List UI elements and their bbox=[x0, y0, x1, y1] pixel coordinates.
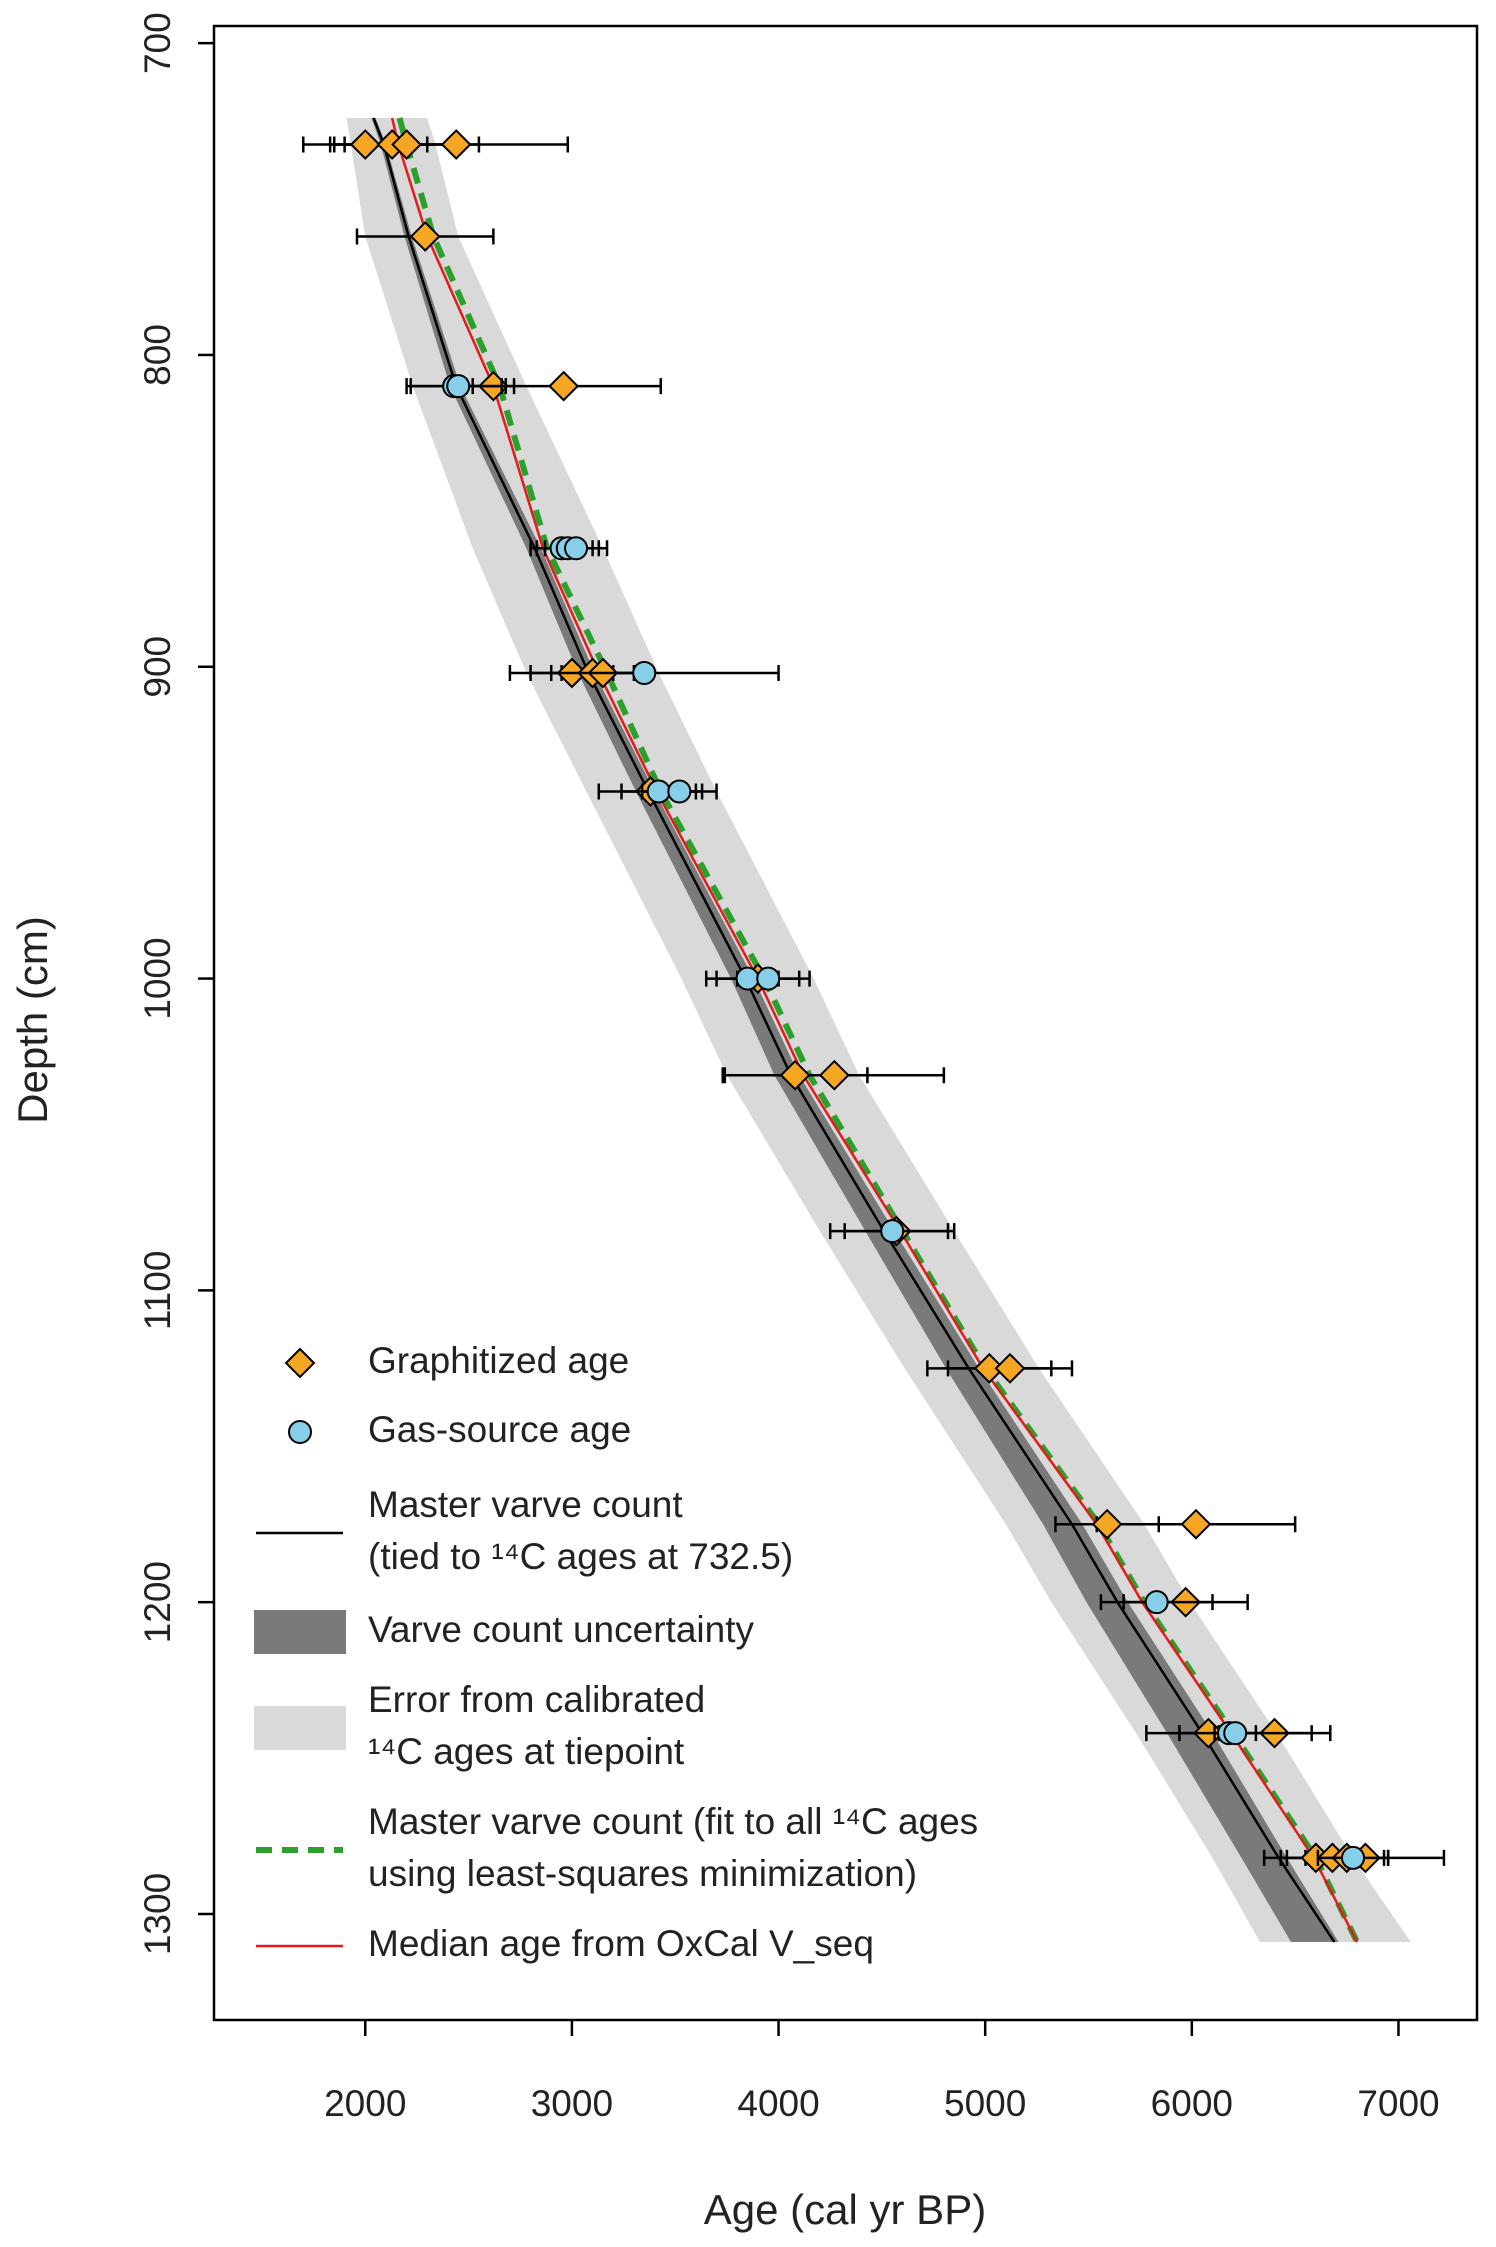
gas-source-point bbox=[756, 966, 781, 991]
gas-source-point bbox=[667, 779, 692, 804]
graphitized-point bbox=[409, 221, 441, 252]
legend-symbol bbox=[284, 1347, 316, 1379]
series-line bbox=[390, 117, 1359, 1943]
series-points bbox=[405, 374, 1390, 1870]
graphitized-point bbox=[349, 129, 381, 160]
y-tick-label: 1000 bbox=[137, 937, 178, 1019]
legend: Graphitized age Gas-source age Master varv… bbox=[254, 1340, 978, 1964]
legend-symbol bbox=[254, 1706, 346, 1750]
gas-source-point bbox=[632, 660, 657, 685]
legend-label: Master varve count bbox=[368, 1484, 683, 1525]
gas-source-point bbox=[1341, 1845, 1366, 1870]
graphitized-point bbox=[973, 1352, 1005, 1384]
plot-area bbox=[302, 117, 1446, 1944]
graphitized-point bbox=[779, 1059, 811, 1091]
legend-label: Error from calibrated bbox=[368, 1679, 705, 1720]
gas-source-point bbox=[1223, 1721, 1248, 1746]
legend-label: Median age from OxCal V_seq bbox=[368, 1923, 874, 1964]
series-line bbox=[372, 117, 1336, 1943]
x-tick-label: 6000 bbox=[1151, 2083, 1233, 2124]
graphitized-point bbox=[391, 129, 423, 160]
x-axis-label: Age (cal yr BP) bbox=[704, 2186, 986, 2233]
x-tick-label: 2000 bbox=[324, 2083, 406, 2124]
gas-source-point bbox=[880, 1219, 905, 1244]
graphitized-point bbox=[1091, 1508, 1123, 1540]
x-tick-label: 3000 bbox=[531, 2083, 613, 2124]
legend-label: using least-squares minimization) bbox=[368, 1853, 917, 1894]
y-tick-label: 1300 bbox=[137, 1873, 178, 1955]
legend-symbol bbox=[288, 1420, 312, 1444]
legend-label: (tied to ¹⁴C ages at 732.5) bbox=[368, 1536, 793, 1577]
age-depth-line bbox=[390, 117, 1359, 1943]
graphitized-point bbox=[818, 1059, 850, 1091]
legend-label: Graphitized age bbox=[368, 1340, 629, 1381]
uncertainty-band bbox=[346, 117, 1411, 1943]
graphitized-point bbox=[994, 1352, 1026, 1384]
x-tick-label: 5000 bbox=[944, 2083, 1026, 2124]
age-depth-line bbox=[372, 117, 1336, 1943]
x-tick-label: 4000 bbox=[737, 2083, 819, 2124]
graphitized-point bbox=[1180, 1508, 1212, 1540]
gas-source-point bbox=[1144, 1590, 1169, 1615]
legend-label: Gas-source age bbox=[368, 1409, 631, 1450]
series-line bbox=[396, 117, 1360, 1944]
x-tick-label: 7000 bbox=[1357, 2083, 1439, 2124]
gas-source-point bbox=[646, 779, 671, 804]
gas-source-point bbox=[564, 536, 589, 561]
y-tick-label: 700 bbox=[137, 12, 178, 74]
legend-symbol bbox=[254, 1610, 346, 1654]
y-tick-label: 800 bbox=[137, 324, 178, 386]
legend-label: Varve count uncertainty bbox=[368, 1609, 754, 1650]
gas-source-point bbox=[735, 966, 760, 991]
gas-source-point bbox=[446, 374, 471, 399]
graphitized-point bbox=[440, 129, 472, 160]
legend-label: Master varve count (fit to all ¹⁴C ages bbox=[368, 1801, 978, 1842]
y-tick-label: 1100 bbox=[137, 1251, 178, 1331]
legend-label: ¹⁴C ages at tiepoint bbox=[368, 1731, 685, 1772]
plot-frame bbox=[212, 24, 1479, 2022]
graphitized-point bbox=[548, 370, 580, 402]
y-tick-label: 1200 bbox=[137, 1561, 178, 1643]
series-band bbox=[346, 117, 1411, 1943]
y-tick-label: 900 bbox=[137, 636, 178, 698]
y-axis-label: Depth (cm) bbox=[9, 916, 56, 1124]
age-depth-line bbox=[396, 117, 1360, 1944]
